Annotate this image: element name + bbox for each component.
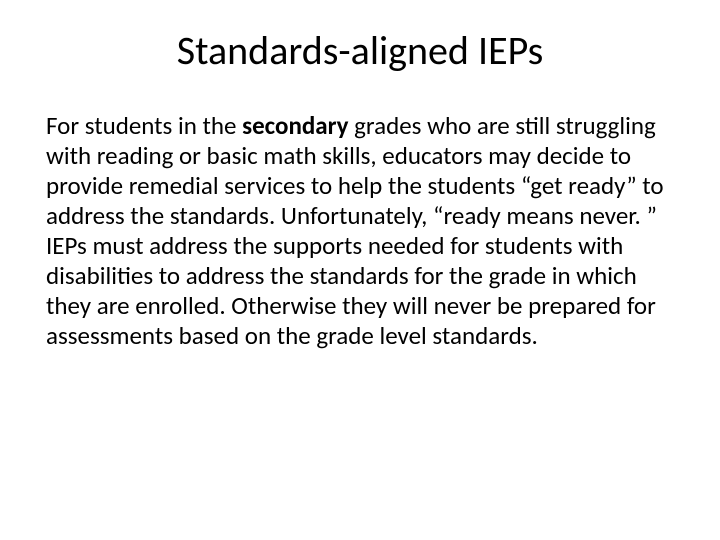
body-text-post: grades who are still struggling with rea…: [46, 110, 664, 351]
body-text-bold: secondary: [242, 110, 348, 141]
body-text-pre: For students in the: [46, 110, 242, 141]
slide-title: Standards-aligned IEPs: [46, 26, 674, 75]
slide-body: For students in the secondary grades who…: [46, 111, 674, 351]
slide-container: Standards-aligned IEPs For students in t…: [0, 0, 720, 540]
